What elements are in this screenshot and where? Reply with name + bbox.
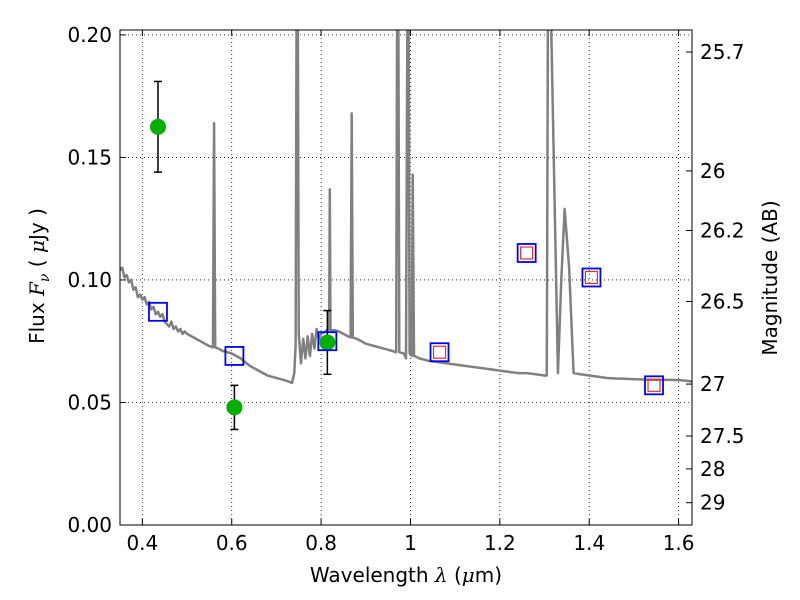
y-tick-label: 0.15 (67, 145, 112, 169)
model-square (224, 346, 245, 366)
plot-frame (119, 29, 693, 526)
x-tick-label: 0.4 (126, 531, 158, 555)
y-tick-label: 0.00 (67, 513, 112, 537)
mag-tick-label: 29 (700, 491, 725, 515)
model-square (516, 243, 537, 263)
y-tick-label: 0.20 (67, 23, 112, 47)
error-bars (148, 80, 664, 431)
plot-area (120, 30, 692, 385)
model-square-inner (647, 378, 661, 392)
mag-tick-label: 27.5 (700, 424, 745, 448)
model-square (581, 267, 602, 288)
observed-point (149, 118, 166, 135)
x-tick-label: 0.8 (305, 531, 337, 555)
x-tick-label: 1.4 (573, 531, 605, 555)
x-tick-label: 1.6 (663, 531, 695, 555)
y-tick-label: 0.05 (67, 390, 112, 414)
observed-point (226, 399, 243, 416)
mag-tick-label: 27 (700, 372, 725, 396)
y-tick-label: 0.10 (67, 268, 112, 292)
model-square (429, 342, 450, 363)
observed-point (319, 334, 336, 351)
mag-tick-label: 25.7 (700, 40, 745, 64)
x-tick-label: 1.2 (484, 531, 516, 555)
axes: 0.4 0.6 0.8 1 1.2 1.4 1.6 0.00 0.05 0.10 0.15 0.20 2… (67, 23, 744, 555)
mag-tick-label: 26.5 (700, 290, 745, 314)
model-square-inner (584, 270, 599, 285)
x-tick-label: 1 (404, 531, 417, 555)
x-tick-label: 0.6 (216, 531, 248, 555)
x-axis-label: Wavelength λ (μm) (310, 563, 502, 587)
y-axis-label: Flux Fν ( μJy ) (25, 208, 53, 344)
model-square-inner (520, 246, 534, 260)
mag-tick-label: 26.2 (700, 218, 745, 242)
mag-tick-label: 28 (700, 457, 725, 481)
model-square (317, 331, 338, 352)
model-square (148, 301, 168, 322)
spectrum-line (120, 30, 692, 385)
model-square-inner (432, 345, 447, 359)
mag-tick-label: 26 (700, 159, 725, 183)
model-square (644, 375, 664, 396)
y2-axis-label: Magnitude (AB) (758, 200, 782, 355)
